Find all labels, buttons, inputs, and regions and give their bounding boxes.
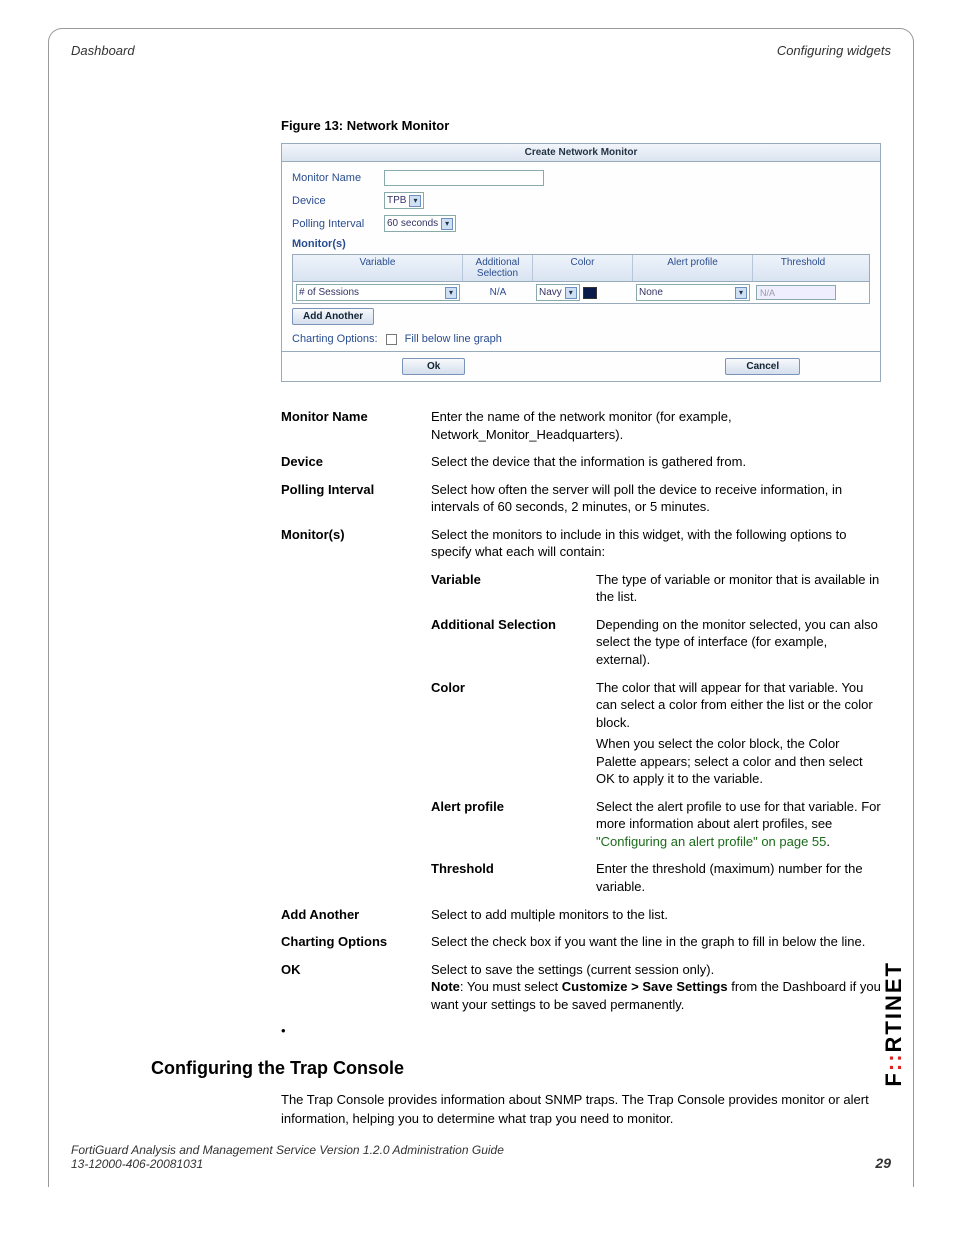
chevron-down-icon: ▾ [445,287,457,299]
page-number: 29 [875,1155,891,1171]
term-add-another: Add Another [281,906,431,924]
desc-additional: Depending on the monitor selected, you c… [596,616,881,669]
label-polling: Polling Interval [292,218,384,230]
chevron-down-icon: ▾ [409,195,421,207]
term-variable: Variable [431,571,596,606]
screenshot-create-network-monitor: Create Network Monitor Monitor Name Devi… [281,143,881,382]
desc-device: Select the device that the information i… [431,453,881,471]
label-monitor-name: Monitor Name [292,172,384,184]
label-fill-below: Fill below line graph [405,333,502,345]
col-variable: Variable [293,255,463,281]
desc-color-1: The color that will appear for that vari… [596,679,881,732]
bullet: • [281,1023,881,1038]
desc-ok-1: Select to save the settings (current ses… [431,961,881,979]
term-alert: Alert profile [431,798,596,851]
section-heading: Configuring the Trap Console [151,1058,881,1079]
term-additional: Additional Selection [431,616,596,669]
select-variable[interactable]: # of Sessions▾ [296,284,460,301]
desc-monitor-name: Enter the name of the network monitor (f… [431,408,881,443]
desc-threshold: Enter the threshold (maximum) number for… [596,860,881,895]
chevron-down-icon: ▾ [735,287,747,299]
label-device: Device [292,195,384,207]
desc-polling: Select how often the server will poll th… [431,481,881,516]
footer-text: FortiGuard Analysis and Management Servi… [71,1143,504,1171]
footer-line2: 13-12000-406-20081031 [71,1157,504,1171]
term-device: Device [281,453,431,471]
select-color[interactable]: Navy▾ [536,284,580,301]
chevron-down-icon: ▾ [441,218,453,230]
cell-additional: N/A [463,285,533,300]
monitors-table-header: Variable Additional Selection Color Aler… [292,254,870,282]
term-monitors: Monitor(s) [281,526,431,561]
desc-ok: Select to save the settings (current ses… [431,961,881,1014]
col-alert: Alert profile [633,255,753,281]
header-right: Configuring widgets [777,43,891,58]
section-body: The Trap Console provides information ab… [281,1091,881,1127]
term-charting: Charting Options [281,933,431,951]
dialog-title: Create Network Monitor [282,144,880,162]
header-left: Dashboard [71,43,135,58]
link-alert-profile[interactable]: "Configuring an alert profile" on page 5… [596,834,826,849]
term-ok: OK [281,961,431,1014]
chevron-down-icon: ▾ [565,287,577,299]
term-monitor-name: Monitor Name [281,408,431,443]
select-device[interactable]: TPB▾ [384,192,424,209]
desc-variable: The type of variable or monitor that is … [596,571,881,606]
term-polling: Polling Interval [281,481,431,516]
figure-caption: Figure 13: Network Monitor [281,118,881,133]
color-swatch[interactable] [583,287,597,299]
desc-color-2: When you select the color block, the Col… [596,735,881,788]
footer-line1: FortiGuard Analysis and Management Servi… [71,1143,504,1157]
desc-monitors: Select the monitors to include in this w… [431,526,881,561]
definitions: Monitor Name Enter the name of the netwo… [281,408,881,1013]
input-monitor-name[interactable] [384,170,544,186]
desc-ok-note: Note: You must select Customize > Save S… [431,978,881,1013]
select-alert[interactable]: None▾ [636,284,750,301]
desc-charting: Select the check box if you want the lin… [431,933,881,951]
label-monitors: Monitor(s) [292,238,870,250]
table-row: # of Sessions▾ N/A Navy▾ None▾ N/A [292,282,870,304]
add-another-button[interactable]: Add Another [292,308,374,325]
label-charting: Charting Options: [292,333,378,345]
brand-logo: F::RTINET [881,961,907,1087]
term-threshold: Threshold [431,860,596,895]
desc-alert: Select the alert profile to use for that… [596,798,881,851]
select-polling[interactable]: 60 seconds▾ [384,215,456,232]
checkbox-fill-below[interactable] [386,334,397,345]
input-threshold[interactable]: N/A [756,285,836,300]
col-additional: Additional Selection [463,255,533,281]
desc-add-another: Select to add multiple monitors to the l… [431,906,881,924]
col-color: Color [533,255,633,281]
desc-color: The color that will appear for that vari… [596,679,881,788]
ok-button[interactable]: Ok [402,358,465,375]
col-threshold: Threshold [753,255,853,281]
term-color: Color [431,679,596,788]
cancel-button[interactable]: Cancel [725,358,800,375]
